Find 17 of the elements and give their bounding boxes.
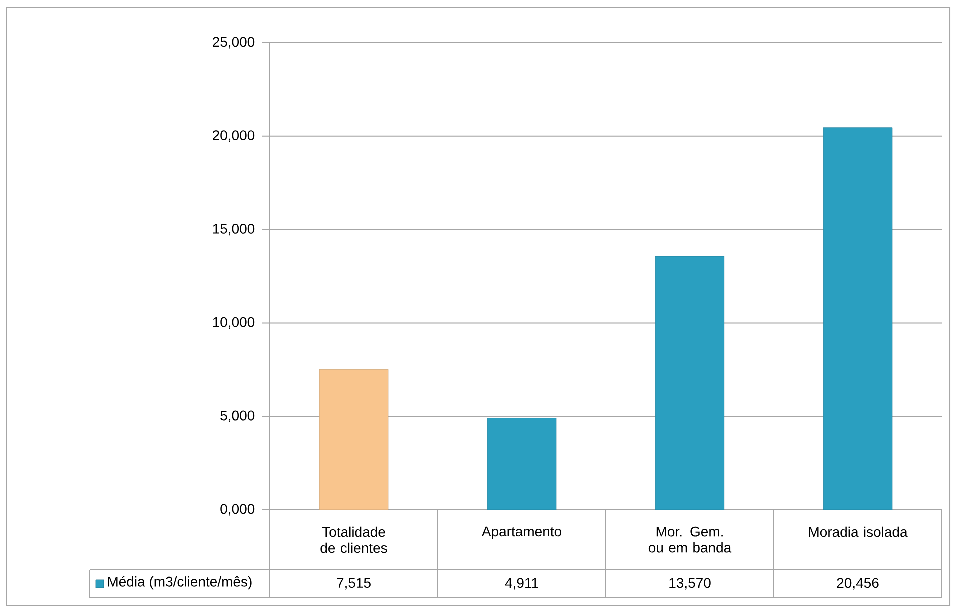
- y-tick-label: 20,000: [213, 130, 255, 142]
- bar: [823, 128, 893, 510]
- data-label: 20,456: [837, 578, 879, 590]
- x-tick-label: Apartamento: [482, 526, 562, 540]
- y-tick-label: 10,000: [213, 317, 255, 329]
- y-tick-label: 15,000: [213, 224, 255, 236]
- data-label: 4,911: [505, 578, 538, 590]
- y-tick-label: 0,000: [220, 504, 255, 516]
- x-tick-label: Totalidade de clientes: [320, 526, 388, 554]
- y-tick-label: 25,000: [213, 37, 255, 49]
- legend-label: Média (m3/cliente/mês): [108, 576, 252, 590]
- data-label: 7,515: [337, 578, 371, 590]
- x-tick-label: Moradia isolada: [809, 526, 908, 538]
- x-tick-label: Mor. Gem. ou em banda: [648, 526, 732, 553]
- data-label: 13,570: [670, 578, 711, 590]
- y-tick-label: 5,000: [220, 410, 255, 422]
- bar: [487, 418, 557, 510]
